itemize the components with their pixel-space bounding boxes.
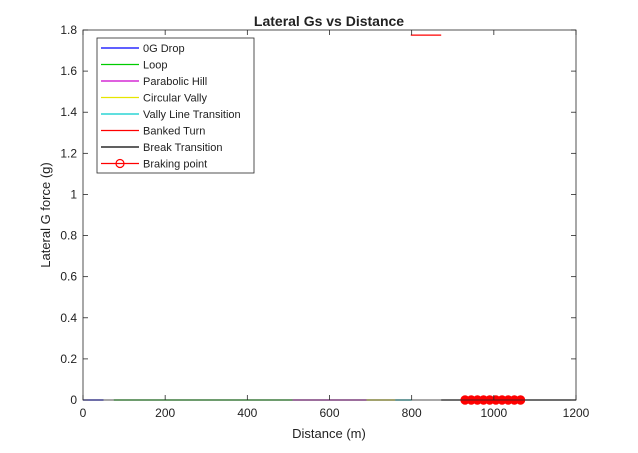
y-axis-label: Lateral G force (g): [38, 162, 53, 268]
legend-label-banked-turn: Banked Turn: [143, 126, 205, 138]
y-tick-label: 0.2: [60, 352, 77, 366]
y-tick-label: 1.4: [60, 105, 77, 119]
legend-label-parabolic-hill: Parabolic Hill: [143, 76, 207, 88]
y-tick-label: 0: [70, 393, 77, 407]
x-tick-label: 0: [80, 406, 87, 420]
y-tick-label: 1.6: [60, 64, 77, 78]
x-tick-label: 800: [402, 406, 422, 420]
y-tick-label: 0.4: [60, 311, 77, 325]
legend-label-circular-vally: Circular Vally: [143, 93, 207, 105]
y-tick-label: 0.8: [60, 229, 77, 243]
y-tick-label: 1.2: [60, 146, 77, 160]
legend-box: [96, 37, 255, 174]
legend-label-break-transition: Break Transition: [143, 142, 222, 154]
y-tick-label: 0.6: [60, 270, 77, 284]
legend-label-braking-point: Braking point: [143, 159, 207, 171]
legend-label-0g-drop: 0G Drop: [143, 43, 185, 55]
y-tick-label: 1: [70, 187, 77, 201]
legend-label-vally-line-transition: Vally Line Transition: [143, 109, 241, 121]
legend-label-loop: Loop: [143, 60, 167, 72]
legend: 0G Drop Loop Parabolic Hill Circular Vally V…: [96, 37, 255, 174]
x-tick-label: 1200: [563, 406, 590, 420]
x-tick-label: 200: [155, 406, 175, 420]
x-tick-label: 1000: [480, 406, 507, 420]
axes-layer: 0 200 400 600 800 1000 1200 0 0.2 0.4 0.6 0.8 1 1.2 1.…: [60, 23, 589, 420]
y-tick-label: 1.8: [60, 23, 77, 37]
x-tick-label: 600: [319, 406, 339, 420]
legend-marker-braking-point: [115, 158, 125, 169]
chart-title: Lateral Gs vs Distance: [254, 13, 404, 29]
x-tick-label: 400: [237, 406, 257, 420]
x-axis-label: Distance (m): [292, 426, 366, 441]
